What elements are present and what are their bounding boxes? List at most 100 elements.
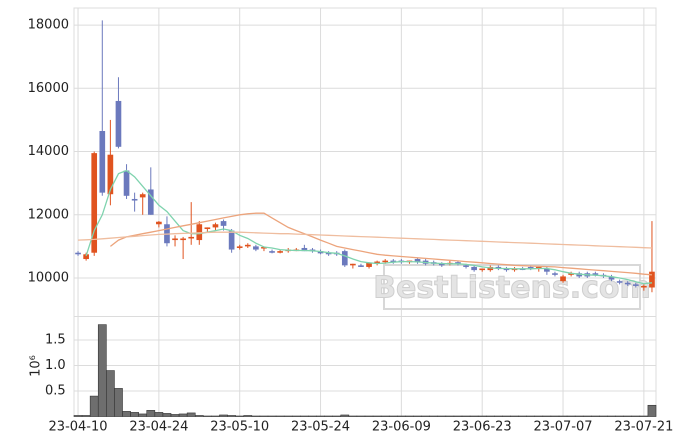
x-tick-label: 23-04-24 bbox=[129, 420, 188, 435]
volume-bar bbox=[219, 414, 228, 417]
candle-body bbox=[99, 130, 106, 193]
y-tick-label: 18000 bbox=[28, 18, 69, 33]
candle-body bbox=[261, 247, 267, 249]
x-tick-label: 23-07-21 bbox=[614, 420, 673, 435]
volume-bar bbox=[89, 395, 99, 417]
volume-bar bbox=[477, 415, 487, 417]
volume-bar bbox=[324, 415, 333, 417]
volume-bar bbox=[178, 413, 188, 417]
volume-bar bbox=[114, 388, 123, 417]
volume-tick-label: 1.0 bbox=[45, 358, 66, 373]
volume-bar bbox=[574, 415, 584, 417]
candle-body bbox=[649, 271, 655, 288]
candle-body bbox=[301, 247, 308, 252]
volume-bar bbox=[356, 415, 366, 417]
candle-body bbox=[139, 194, 146, 198]
candle-body bbox=[527, 266, 534, 269]
candle-body bbox=[632, 284, 639, 286]
candle-body bbox=[560, 276, 566, 282]
candle-body bbox=[244, 244, 251, 247]
volume-bar bbox=[453, 415, 463, 417]
volume-bar bbox=[461, 415, 471, 417]
candle-body bbox=[180, 238, 186, 241]
volume-bar bbox=[639, 415, 649, 417]
volume-bar bbox=[429, 415, 439, 417]
volume-axis-label: 10⁶ bbox=[29, 355, 44, 377]
volume-bar bbox=[542, 415, 552, 417]
volume-bar bbox=[494, 415, 503, 417]
volume-bar bbox=[130, 412, 139, 417]
candle-body bbox=[212, 224, 219, 228]
candle-body bbox=[269, 251, 275, 253]
volume-bar bbox=[591, 415, 600, 417]
watermark: BestListens.com bbox=[373, 271, 651, 306]
volume-bar bbox=[623, 415, 633, 417]
volume-bar bbox=[550, 415, 560, 417]
volume-bar bbox=[300, 415, 309, 417]
candle-body bbox=[374, 261, 380, 264]
volume-bar bbox=[340, 414, 350, 417]
candle-body bbox=[107, 154, 114, 195]
candle-body bbox=[616, 281, 623, 283]
volume-bar bbox=[316, 415, 325, 417]
volume-bar bbox=[73, 415, 83, 417]
volume-bar bbox=[615, 415, 624, 417]
volume-bar bbox=[599, 415, 608, 417]
candle-body bbox=[471, 266, 477, 271]
candle-body bbox=[123, 170, 130, 196]
volume-bar bbox=[106, 370, 115, 417]
volume-bar bbox=[194, 415, 204, 417]
volume-bar bbox=[154, 412, 164, 417]
candle-body bbox=[503, 268, 510, 271]
x-tick-label: 23-06-23 bbox=[453, 420, 512, 435]
volume-bar bbox=[421, 415, 430, 417]
candle-body bbox=[608, 276, 615, 280]
volume-bar bbox=[170, 414, 180, 417]
candle-body bbox=[220, 221, 227, 226]
volume-bar bbox=[445, 415, 455, 417]
candle-body bbox=[236, 246, 243, 248]
volume-bar bbox=[203, 415, 212, 417]
candle-body bbox=[479, 268, 486, 271]
volume-bar bbox=[526, 415, 536, 417]
volume-bar bbox=[534, 415, 544, 417]
volume-bar bbox=[437, 415, 447, 417]
y-tick-label: 14000 bbox=[28, 144, 69, 159]
volume-bar bbox=[332, 415, 342, 417]
moving-average-line bbox=[85, 169, 653, 285]
volume-bar bbox=[267, 415, 277, 417]
volume-bar bbox=[631, 415, 641, 417]
candle-body bbox=[131, 198, 138, 201]
candle-body bbox=[317, 251, 324, 254]
x-tick-label: 23-06-09 bbox=[372, 420, 431, 435]
volume-bar bbox=[235, 415, 245, 417]
volume-bar bbox=[647, 404, 657, 417]
candle-body bbox=[147, 189, 154, 215]
candle-body bbox=[83, 254, 89, 260]
x-tick-label: 23-07-07 bbox=[534, 420, 593, 435]
volume-bar bbox=[283, 415, 293, 417]
candle-body bbox=[495, 266, 502, 269]
x-tick-label: 23-05-10 bbox=[210, 420, 269, 435]
candle-body bbox=[75, 252, 81, 255]
candle-body bbox=[455, 262, 461, 264]
candle-body bbox=[277, 251, 283, 253]
candle-body bbox=[188, 236, 195, 239]
x-tick-label: 23-04-10 bbox=[49, 420, 108, 435]
candle-body bbox=[91, 153, 98, 253]
volume-bar bbox=[485, 415, 495, 417]
volume-bar bbox=[413, 415, 422, 417]
volume-bar bbox=[146, 410, 156, 417]
volume-bar bbox=[380, 415, 390, 417]
candle-body bbox=[438, 263, 445, 266]
candle-body bbox=[535, 266, 542, 269]
candle-body bbox=[358, 265, 364, 267]
candle-body bbox=[463, 265, 469, 267]
candle-body bbox=[115, 100, 122, 147]
candle-body bbox=[204, 227, 211, 230]
volume-bar bbox=[364, 415, 374, 417]
y-tick-label: 16000 bbox=[28, 81, 69, 96]
volume-bar bbox=[502, 415, 511, 417]
volume-bar bbox=[97, 324, 107, 417]
candle-body bbox=[641, 285, 647, 288]
